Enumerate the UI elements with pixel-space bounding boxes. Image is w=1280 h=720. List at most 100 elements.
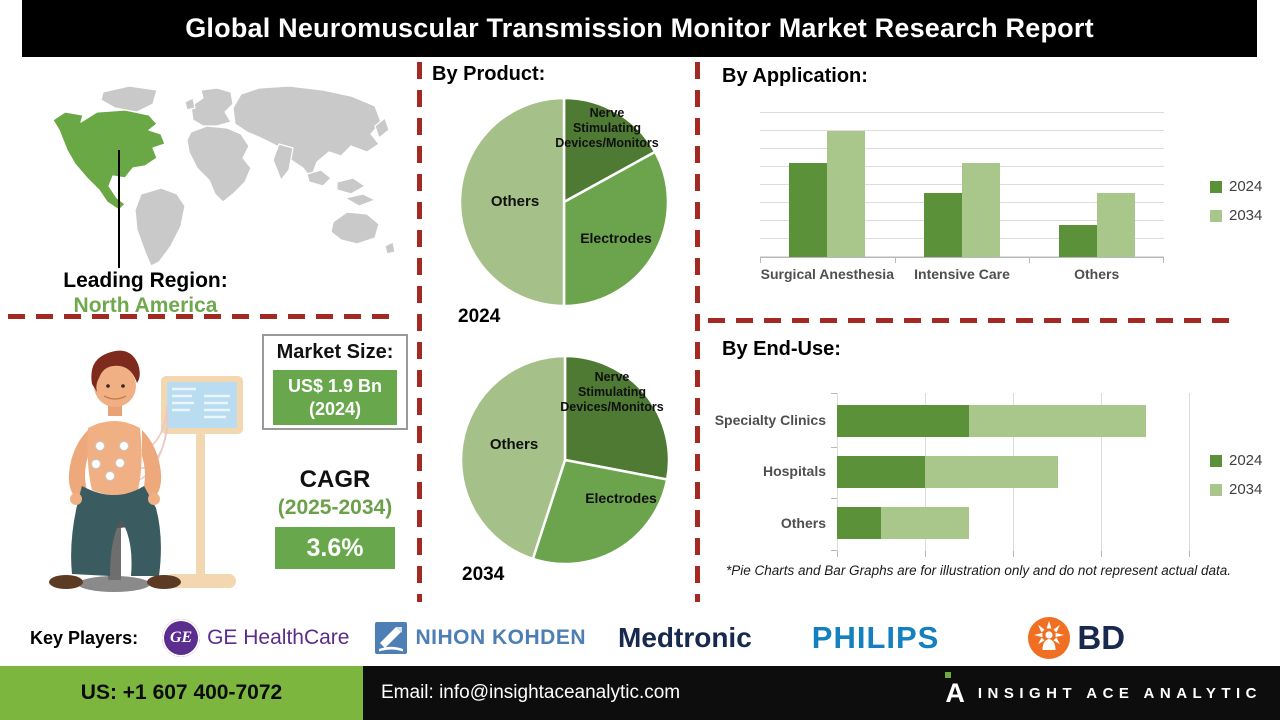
nihon-kohden-icon bbox=[375, 622, 408, 654]
logo-nihon-kohden: NIHON KOHDEN bbox=[375, 622, 586, 654]
cagr-period: (2025-2034) bbox=[277, 495, 393, 519]
bar-2024 bbox=[789, 162, 828, 257]
page-title: Global Neuromuscular Transmission Monito… bbox=[185, 13, 1094, 43]
map-sea-3 bbox=[344, 193, 376, 207]
section-heading-application: By Application: bbox=[722, 65, 868, 87]
map-callout-line bbox=[118, 150, 120, 268]
divider-horizontal-right bbox=[708, 318, 1236, 323]
market-size-label: Market Size: bbox=[276, 341, 394, 363]
axis-tick bbox=[1013, 551, 1014, 557]
application-bar-chart bbox=[760, 112, 1164, 263]
pie-year-2034: 2034 bbox=[462, 564, 505, 585]
cagr-value: 3.6% bbox=[275, 526, 395, 569]
segment-2034 bbox=[969, 405, 1146, 437]
legend-item-2024: 2024 bbox=[1210, 178, 1262, 195]
hair bbox=[91, 350, 140, 392]
leading-region: Leading Region: North America bbox=[28, 268, 263, 318]
pie-label-others: Others bbox=[489, 436, 539, 453]
bar-group bbox=[1058, 112, 1135, 257]
bd-sunburst-icon bbox=[1028, 617, 1071, 659]
axis-tick bbox=[831, 447, 837, 448]
pie-label-electrodes: Electrodes bbox=[585, 490, 657, 506]
logo-philips: PHILIPS bbox=[811, 620, 940, 655]
bar-2024 bbox=[923, 193, 962, 257]
bar-row-others bbox=[837, 507, 1190, 539]
map-greenland bbox=[100, 85, 158, 113]
footer-contact-panel: Email: info@insightaceanalytic.com A INS… bbox=[363, 666, 1280, 720]
footer-brand: A INSIGHT ACE ANALYTIC bbox=[945, 671, 1262, 707]
axis-tick bbox=[837, 551, 838, 557]
category-label-specialty-clinics: Specialty Clinics bbox=[714, 412, 826, 428]
pie-2024-svg bbox=[458, 96, 670, 308]
legend-swatch-2034 bbox=[1210, 483, 1222, 496]
world-map bbox=[52, 85, 396, 267]
footer-brand-name: INSIGHT ACE ANALYTIC bbox=[977, 684, 1262, 702]
map-north-america-highlight bbox=[52, 109, 166, 211]
bar-2034 bbox=[961, 162, 1000, 257]
bar-2034 bbox=[1096, 193, 1135, 257]
pie-slice-2 bbox=[458, 96, 566, 308]
segment-2034 bbox=[881, 507, 970, 539]
axis-tick bbox=[925, 551, 926, 557]
segment-2024 bbox=[837, 405, 970, 437]
pie-slice-1 bbox=[562, 150, 670, 308]
segment-2024 bbox=[837, 456, 926, 488]
divider-horizontal-left bbox=[8, 314, 400, 319]
pie-slice-0 bbox=[562, 96, 657, 204]
bar-row-specialty-clinics bbox=[837, 405, 1190, 437]
ge-monogram-icon: GE bbox=[162, 619, 201, 657]
legend-item-2024: 2024 bbox=[1210, 452, 1262, 469]
nihon-kohden-wordmark: NIHON KOHDEN bbox=[415, 626, 586, 649]
category-label-hospitals: Hospitals bbox=[762, 463, 826, 479]
enduse-legend: 2024 2034 bbox=[1210, 452, 1262, 498]
legend-item-2034: 2034 bbox=[1210, 207, 1262, 224]
axis-tick bbox=[760, 257, 761, 263]
axis-tick bbox=[831, 393, 837, 394]
pie-chart-2024: Nerve Stimulating Devices/Monitors Elect… bbox=[454, 92, 674, 312]
category-label: Others bbox=[1074, 266, 1120, 282]
bd-wordmark: BD bbox=[1077, 619, 1126, 656]
logo-green-square bbox=[945, 671, 952, 678]
map-europe bbox=[190, 87, 234, 127]
footer-phone: US: +1 607 400-7072 bbox=[80, 681, 283, 704]
market-size-value: US$ 1.9 Bn (2024) bbox=[273, 370, 397, 425]
footer-email[interactable]: Email: info@insightaceanalytic.com bbox=[381, 682, 681, 703]
category-label: Surgical Anesthesia bbox=[760, 266, 894, 282]
logo-ge-healthcare: GE GE HealthCare bbox=[162, 619, 349, 657]
section-heading-product: By Product: bbox=[432, 63, 546, 85]
divider-vertical-right bbox=[695, 62, 700, 602]
legend-swatch-2034 bbox=[1210, 209, 1222, 222]
bar-2034 bbox=[827, 130, 866, 257]
pie-2034-svg bbox=[459, 354, 671, 566]
bar-group bbox=[923, 112, 1000, 257]
pie-label-others: Others bbox=[490, 193, 540, 210]
legend-swatch-2024 bbox=[1210, 180, 1222, 193]
map-india bbox=[272, 143, 294, 181]
application-legend: 2024 2034 bbox=[1210, 178, 1262, 224]
pie-slice-0 bbox=[563, 354, 671, 481]
map-south-america bbox=[134, 187, 186, 267]
bar-row-hospitals bbox=[837, 456, 1190, 488]
segment-2034 bbox=[925, 456, 1058, 488]
pie-label-electrodes: Electrodes bbox=[580, 230, 652, 246]
key-players-row: Key Players: GE GE HealthCare NIHON KOHD… bbox=[0, 612, 1280, 664]
pie-slice-2 bbox=[459, 354, 567, 561]
pie-slice-1 bbox=[531, 458, 669, 566]
cagr-label: CAGR bbox=[299, 466, 371, 493]
enduse-bar-chart bbox=[831, 393, 1190, 557]
bar-2024 bbox=[1058, 225, 1097, 257]
map-australia bbox=[330, 211, 380, 245]
map-africa bbox=[186, 125, 252, 203]
axis-tick bbox=[894, 257, 896, 263]
pie-label-nerve-stimulating: Nerve Stimulating Devices/Monitors bbox=[560, 370, 664, 414]
market-size-box: Market Size: US$ 1.9 Bn (2024) bbox=[262, 334, 408, 430]
key-players-label: Key Players: bbox=[30, 627, 139, 648]
logo-bd: BD bbox=[1027, 616, 1125, 660]
divider-vertical-left bbox=[417, 62, 422, 602]
map-asia bbox=[232, 85, 382, 179]
axis-tick bbox=[831, 498, 837, 499]
axis-tick bbox=[1163, 257, 1164, 263]
pie-label-nerve-stimulating: Nerve Stimulating Devices/Monitors bbox=[555, 106, 659, 150]
axis-tick bbox=[1029, 257, 1031, 263]
